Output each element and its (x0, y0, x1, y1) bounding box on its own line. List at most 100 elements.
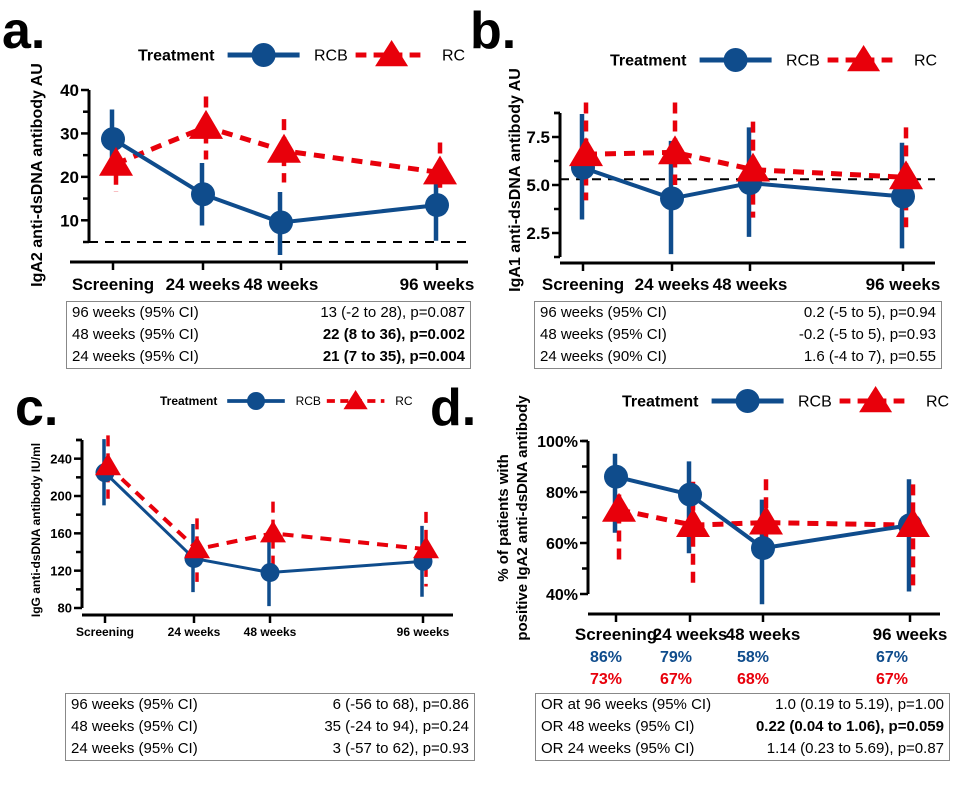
stats-row-label: 48 weeks (95% CI) (71, 718, 198, 735)
stats-row-label: OR 24 weeks (95% CI) (541, 740, 695, 757)
stats-row-label: 96 weeks (95% CI) (72, 304, 199, 321)
y-tick-label: 80% (546, 485, 578, 502)
stats-row-label: 48 weeks (95% CI) (540, 326, 667, 343)
x-tick-label: Screening (575, 625, 657, 644)
x-tick-label: Screening (542, 275, 624, 294)
rc-point (99, 146, 133, 176)
panel-d-stats-table: OR at 96 weeks (95% CI) 1.0 (0.19 to 5.19… (535, 693, 950, 761)
legend-rc-marker (847, 45, 881, 72)
rcb-value-label: 58% (737, 649, 769, 666)
y-tick-label: 240 (50, 451, 72, 466)
stats-row: 96 weeks (95% CI) 6 (-56 to 68), p=0.86 (66, 694, 474, 716)
y-axis-title: IgG anti-dsDNA antibody IU/ml (29, 443, 43, 617)
x-tick-label: 48 weeks (726, 625, 801, 644)
stats-row-value: 22 (8 to 36), p=0.002 (322, 326, 465, 343)
panel-a: a. Treatment RCB RC 10 20 30 40 IgA2 anti-dsDNA … (2, 2, 474, 294)
x-tick-label: 96 weeks (397, 625, 450, 639)
x-tick-label: 24 weeks (166, 275, 241, 294)
legend-rc-label: RC (395, 394, 413, 408)
legend-title: Treatment (138, 48, 215, 65)
rc-point (889, 160, 923, 190)
legend-rc-label: RC (442, 48, 465, 65)
rcb-value-label: 67% (876, 649, 908, 666)
stats-row-value: -0.2 (-5 to 5), p=0.93 (798, 326, 936, 343)
rc-point (896, 508, 930, 538)
stats-row-value: 0.22 (0.04 to 1.06), p=0.059 (755, 718, 944, 735)
stats-row: 24 weeks (95% CI) 21 (7 to 35), p=0.004 (67, 346, 470, 368)
y-tick-label: 10 (60, 211, 79, 230)
rcb-value-label: 79% (660, 649, 692, 666)
stats-row: OR 48 weeks (95% CI) 0.22 (0.04 to 1.06),… (536, 716, 949, 738)
rc-point (676, 508, 710, 538)
stats-row-value: 6 (-56 to 68), p=0.86 (332, 696, 469, 713)
y-tick-label: 100% (537, 434, 578, 451)
stats-row-label: OR 48 weeks (95% CI) (541, 718, 695, 735)
y-tick-label: 160 (50, 526, 72, 541)
stats-row-label: OR at 96 weeks (95% CI) (541, 696, 712, 713)
panel-letter: d. (430, 379, 476, 437)
y-tick-label: 7.5 (526, 128, 550, 147)
rc-point (184, 536, 210, 559)
legend-rc-marker (375, 40, 409, 67)
stats-row: 24 weeks (95% CI) 3 (-57 to 62), p=0.93 (66, 738, 474, 760)
stats-row: 96 weeks (95% CI) 0.2 (-5 to 5), p=0.94 (535, 302, 941, 324)
legend-rcb-label: RCB (798, 394, 832, 411)
x-tick-label: 48 weeks (713, 275, 788, 294)
rc-value-label: 73% (590, 671, 622, 688)
rc-series-line (585, 149, 907, 180)
rc-point (736, 152, 770, 182)
rcb-value-label: 86% (590, 649, 622, 666)
y-tick-label: 40 (60, 81, 79, 100)
rc-point (413, 536, 439, 559)
y-tick-label: 120 (50, 563, 72, 578)
rc-point (569, 137, 603, 167)
rc-point (260, 520, 286, 543)
rc-point (602, 492, 636, 522)
rc-point (267, 133, 301, 163)
y-tick-label: 2.5 (526, 224, 550, 243)
stats-row-label: 48 weeks (95% CI) (72, 326, 199, 343)
rcb-series-line (111, 137, 438, 225)
stats-row-value: 1.6 (-4 to 7), p=0.55 (803, 348, 936, 365)
rc-point (658, 135, 692, 165)
legend-rcb-marker (251, 43, 276, 67)
rcb-series-line (582, 165, 904, 201)
legend-rc-label: RC (926, 394, 949, 411)
y-tick-label: 200 (50, 489, 72, 504)
panel-letter: c. (15, 379, 58, 437)
x-tick-label: 48 weeks (244, 625, 297, 639)
stats-row: 96 weeks (95% CI) 13 (-2 to 28), p=0.087 (67, 302, 470, 324)
y-tick-label: 80 (58, 601, 72, 616)
rc-series-line (106, 464, 427, 552)
rcb-point (260, 563, 280, 583)
rcb-point (101, 127, 125, 152)
stats-row: 48 weeks (95% CI) -0.2 (-5 to 5), p=0.93 (535, 324, 941, 346)
panel-b-stats-table: 96 weeks (95% CI) 0.2 (-5 to 5), p=0.94 48… (534, 301, 942, 369)
y-axis-title: IgA1 anti-dsDNA antibody AU (507, 68, 524, 292)
x-tick-label: 24 weeks (168, 625, 221, 639)
legend-rcb-label: RCB (786, 53, 820, 70)
legend-title: Treatment (160, 394, 217, 408)
stats-row-value: 35 (-24 to 94), p=0.24 (324, 718, 469, 735)
panel-letter: a. (2, 2, 45, 60)
y-tick-label: 60% (546, 536, 578, 553)
panel-letter: b. (470, 2, 516, 60)
panel-c-stats-table: 96 weeks (95% CI) 6 (-56 to 68), p=0.86 48… (65, 693, 475, 761)
rcb-point (660, 186, 684, 211)
x-tick-label: 96 weeks (400, 275, 475, 294)
stats-row-value: 1.14 (0.23 to 5.69), p=0.87 (766, 740, 944, 757)
rc-point (95, 453, 121, 476)
stats-row: 24 weeks (90% CI) 1.6 (-4 to 7), p=0.55 (535, 346, 941, 368)
stats-row: 48 weeks (95% CI) 22 (8 to 36), p=0.002 (67, 324, 470, 346)
legend-rcb-marker (723, 48, 748, 72)
rc-point (423, 155, 457, 185)
rcb-series-line (103, 471, 424, 575)
x-tick-label: Screening (76, 625, 134, 639)
stats-row: OR at 96 weeks (95% CI) 1.0 (0.19 to 5.19… (536, 694, 949, 716)
rcb-point (191, 182, 215, 207)
x-tick-label: Screening (72, 275, 154, 294)
stats-row: 48 weeks (95% CI) 35 (-24 to 94), p=0.24 (66, 716, 474, 738)
rc-value-label: 67% (876, 671, 908, 688)
x-tick-label: 24 weeks (635, 275, 710, 294)
